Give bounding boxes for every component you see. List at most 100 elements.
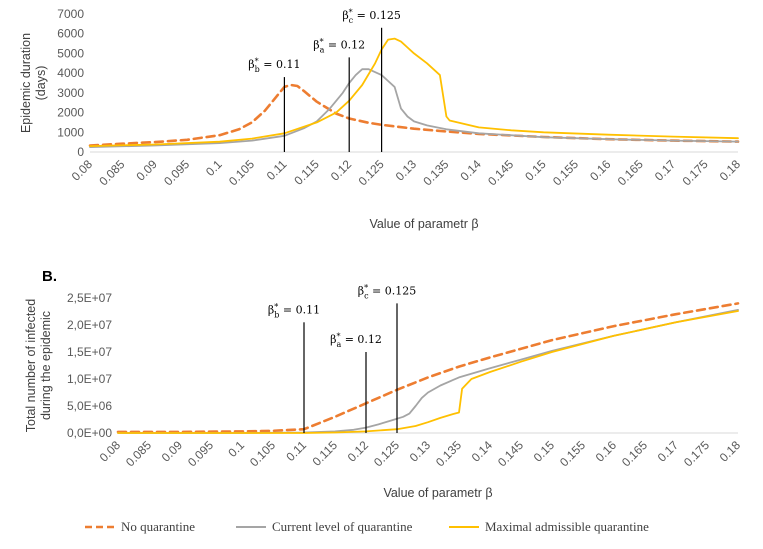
a-marker-label: β* b = 0.11 [248, 57, 300, 74]
b-x-tick-label: 0.18 [717, 438, 744, 465]
b-y-tick-label: 0,0E+00 [67, 426, 112, 440]
a-x-tick-label: 0.16 [587, 157, 614, 184]
b-x-tick-label: 0.11 [283, 438, 309, 464]
b-x-tick-label: 0.175 [681, 438, 712, 469]
b-y-axis-title-line: during the epidemic [39, 311, 53, 420]
b-x-tick-label: 0.12 [345, 438, 372, 465]
a-x-tick-label: 0.105 [226, 157, 257, 188]
b-x-tick-label: 0.085 [123, 438, 154, 469]
b-x-tick-label: 0.16 [593, 438, 620, 465]
a-series-line-current-level-of-quarantine [89, 68, 739, 148]
b-y-axis-title: Total number of infectedduring the epide… [24, 299, 53, 432]
a-x-tick-label: 0.085 [96, 157, 127, 188]
a-marker-value: = 0.12 [324, 38, 365, 51]
b-x-tick-label: 0.08 [97, 438, 124, 465]
a-marker-sup: * [255, 57, 259, 66]
b-marker-value: = 0.125 [369, 284, 417, 297]
b-marker-sub: c [364, 291, 369, 300]
b-y-axis-title-line: Total number of infected [24, 299, 38, 432]
b-x-tick-label: 0.14 [469, 438, 496, 465]
b-x-axis-title: Value of parametr β [383, 486, 492, 500]
a-y-tick-label: 0 [77, 145, 84, 159]
a-x-tick-label: 0.145 [485, 157, 516, 188]
b-x-tick-label: 0.165 [619, 438, 650, 469]
a-y-tick-label: 3000 [57, 86, 84, 100]
b-series-line-maximal-admissible-quarantine [117, 310, 739, 434]
b-marker-sup: * [274, 302, 278, 311]
legend-label: Maximal admissible quarantine [485, 519, 649, 534]
a-marker-sup: * [320, 37, 324, 46]
b-x-tick-label: 0.135 [433, 438, 464, 469]
a-x-tick-label: 0.18 [717, 157, 744, 184]
b-marker-symbol: β [330, 333, 336, 346]
a-marker-value: = 0.125 [353, 9, 401, 22]
b-x-tick-label: 0.095 [185, 438, 216, 469]
b-y-tick-label: 1,0E+07 [67, 372, 112, 386]
a-marker-sup: * [349, 8, 353, 17]
a-x-tick-label: 0.175 [680, 157, 711, 188]
a-x-tick-label: 0.155 [550, 157, 581, 188]
a-x-tick-label: 0.08 [69, 157, 96, 184]
b-x-tick-label: 0.105 [247, 438, 278, 469]
b-marker-sup: * [336, 332, 340, 341]
b-x-tick-label: 0.09 [159, 438, 186, 465]
b-y-tick-label: 2,5E+07 [67, 291, 112, 305]
a-series-group [88, 37, 740, 148]
a-marker-symbol: β [313, 38, 319, 51]
b-series-group [116, 302, 740, 434]
a-marker-sub: c [349, 16, 354, 25]
b-series-line-current-level-of-quarantine [117, 309, 739, 434]
b-y-tick-label: 1,5E+07 [67, 345, 112, 359]
b-y-tick-label: 5,0E+06 [67, 399, 112, 413]
b-marker-value: = 0.12 [341, 333, 382, 346]
b-marker-sub: a [336, 340, 341, 349]
b-y-tick-label: 2,0E+07 [67, 318, 112, 332]
a-y-tick-label: 2000 [57, 106, 84, 120]
panel-b-infected-chart: B. 0,0E+00 5,0E+06 1,0E+07 1,5E+07 2,0E+07 2,5… [24, 268, 743, 500]
a-marker-sub: b [255, 65, 260, 74]
a-marker-label: β* a = 0.12 [313, 37, 365, 54]
a-x-tick-label: 0.09 [133, 157, 160, 184]
a-x-tick-label: 0.165 [615, 157, 646, 188]
a-y-tick-label: 4000 [57, 66, 84, 80]
b-marker-symbol: β [268, 303, 274, 316]
a-x-tick-label: 0.125 [356, 157, 387, 188]
a-marker-label: β* c = 0.125 [342, 8, 401, 25]
a-x-tick-label: 0.15 [522, 157, 549, 184]
b-x-tick-label: 0.115 [310, 438, 341, 469]
a-y-tick-label: 6000 [57, 27, 84, 41]
legend-label: No quarantine [121, 519, 195, 534]
a-y-axis-title-line: Epidemic duration [19, 33, 33, 133]
b-x-tick-label: 0.125 [371, 438, 402, 469]
a-x-tick-label: 0.095 [161, 157, 192, 188]
b-x-tick-label: 0.17 [655, 438, 682, 465]
b-series-line-no-quarantine [116, 302, 740, 434]
a-y-tick-label: 5000 [57, 46, 84, 60]
a-marker-sub: a [320, 45, 325, 54]
b-x-tick-label: 0.15 [531, 438, 558, 465]
b-marker-symbol: β [358, 284, 364, 297]
b-x-tick-label: 0.155 [557, 438, 588, 469]
a-x-axis-title: Value of parametr β [369, 217, 478, 231]
a-x-tick-label: 0.135 [420, 157, 451, 188]
b-marker-sup: * [364, 283, 368, 292]
a-marker-symbol: β [248, 58, 254, 71]
b-marker-label: β* a = 0.12 [330, 332, 382, 349]
b-marker-label: β* b = 0.11 [268, 302, 320, 319]
a-x-tick-label: 0.115 [291, 157, 322, 188]
a-series-line-maximal-admissible-quarantine [89, 37, 739, 147]
b-x-tick-label: 0.13 [407, 438, 434, 465]
b-panel-label: B. [42, 268, 57, 285]
a-y-axis-title: Epidemic duration(days) [19, 33, 48, 133]
b-x-tick-label: 0.1 [225, 438, 247, 460]
a-x-tick-label: 0.1 [203, 157, 225, 179]
a-x-tick-label: 0.14 [457, 157, 484, 184]
a-x-tick-label: 0.13 [393, 157, 420, 184]
b-marker-sub: b [274, 310, 279, 319]
b-marker-label: β* c = 0.125 [358, 283, 417, 300]
a-marker-symbol: β [342, 9, 348, 22]
a-x-tick-label: 0.12 [328, 157, 355, 184]
legend: No quarantine Current level of quarantine… [85, 519, 649, 534]
